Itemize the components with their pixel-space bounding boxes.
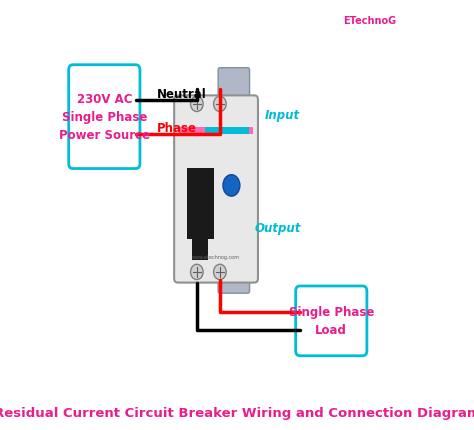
Text: Single Phase
Load: Single Phase Load [289, 306, 374, 337]
Circle shape [191, 264, 203, 280]
Text: ETechnoG: ETechnoG [343, 15, 396, 25]
FancyBboxPatch shape [296, 286, 367, 356]
Text: 230V AC
Single Phase
Power Source: 230V AC Single Phase Power Source [59, 93, 150, 142]
Bar [192, 237, 209, 261]
Circle shape [191, 97, 203, 112]
Text: Residual Current Circuit Breaker Wiring and Connection Diagram: Residual Current Circuit Breaker Wiring … [0, 406, 474, 419]
Text: Neutral: Neutral [157, 88, 207, 101]
Text: Input: Input [265, 109, 300, 122]
Text: Phase: Phase [157, 122, 197, 135]
FancyBboxPatch shape [174, 96, 258, 283]
Circle shape [214, 97, 226, 112]
Bar [204, 128, 249, 134]
FancyBboxPatch shape [218, 68, 250, 294]
Ellipse shape [223, 175, 240, 197]
Bar [187, 168, 214, 240]
Bar [179, 128, 253, 134]
Text: www.etechnog.com: www.etechnog.com [192, 255, 240, 260]
Circle shape [214, 264, 226, 280]
FancyBboxPatch shape [69, 66, 140, 169]
Text: Output: Output [255, 221, 301, 234]
